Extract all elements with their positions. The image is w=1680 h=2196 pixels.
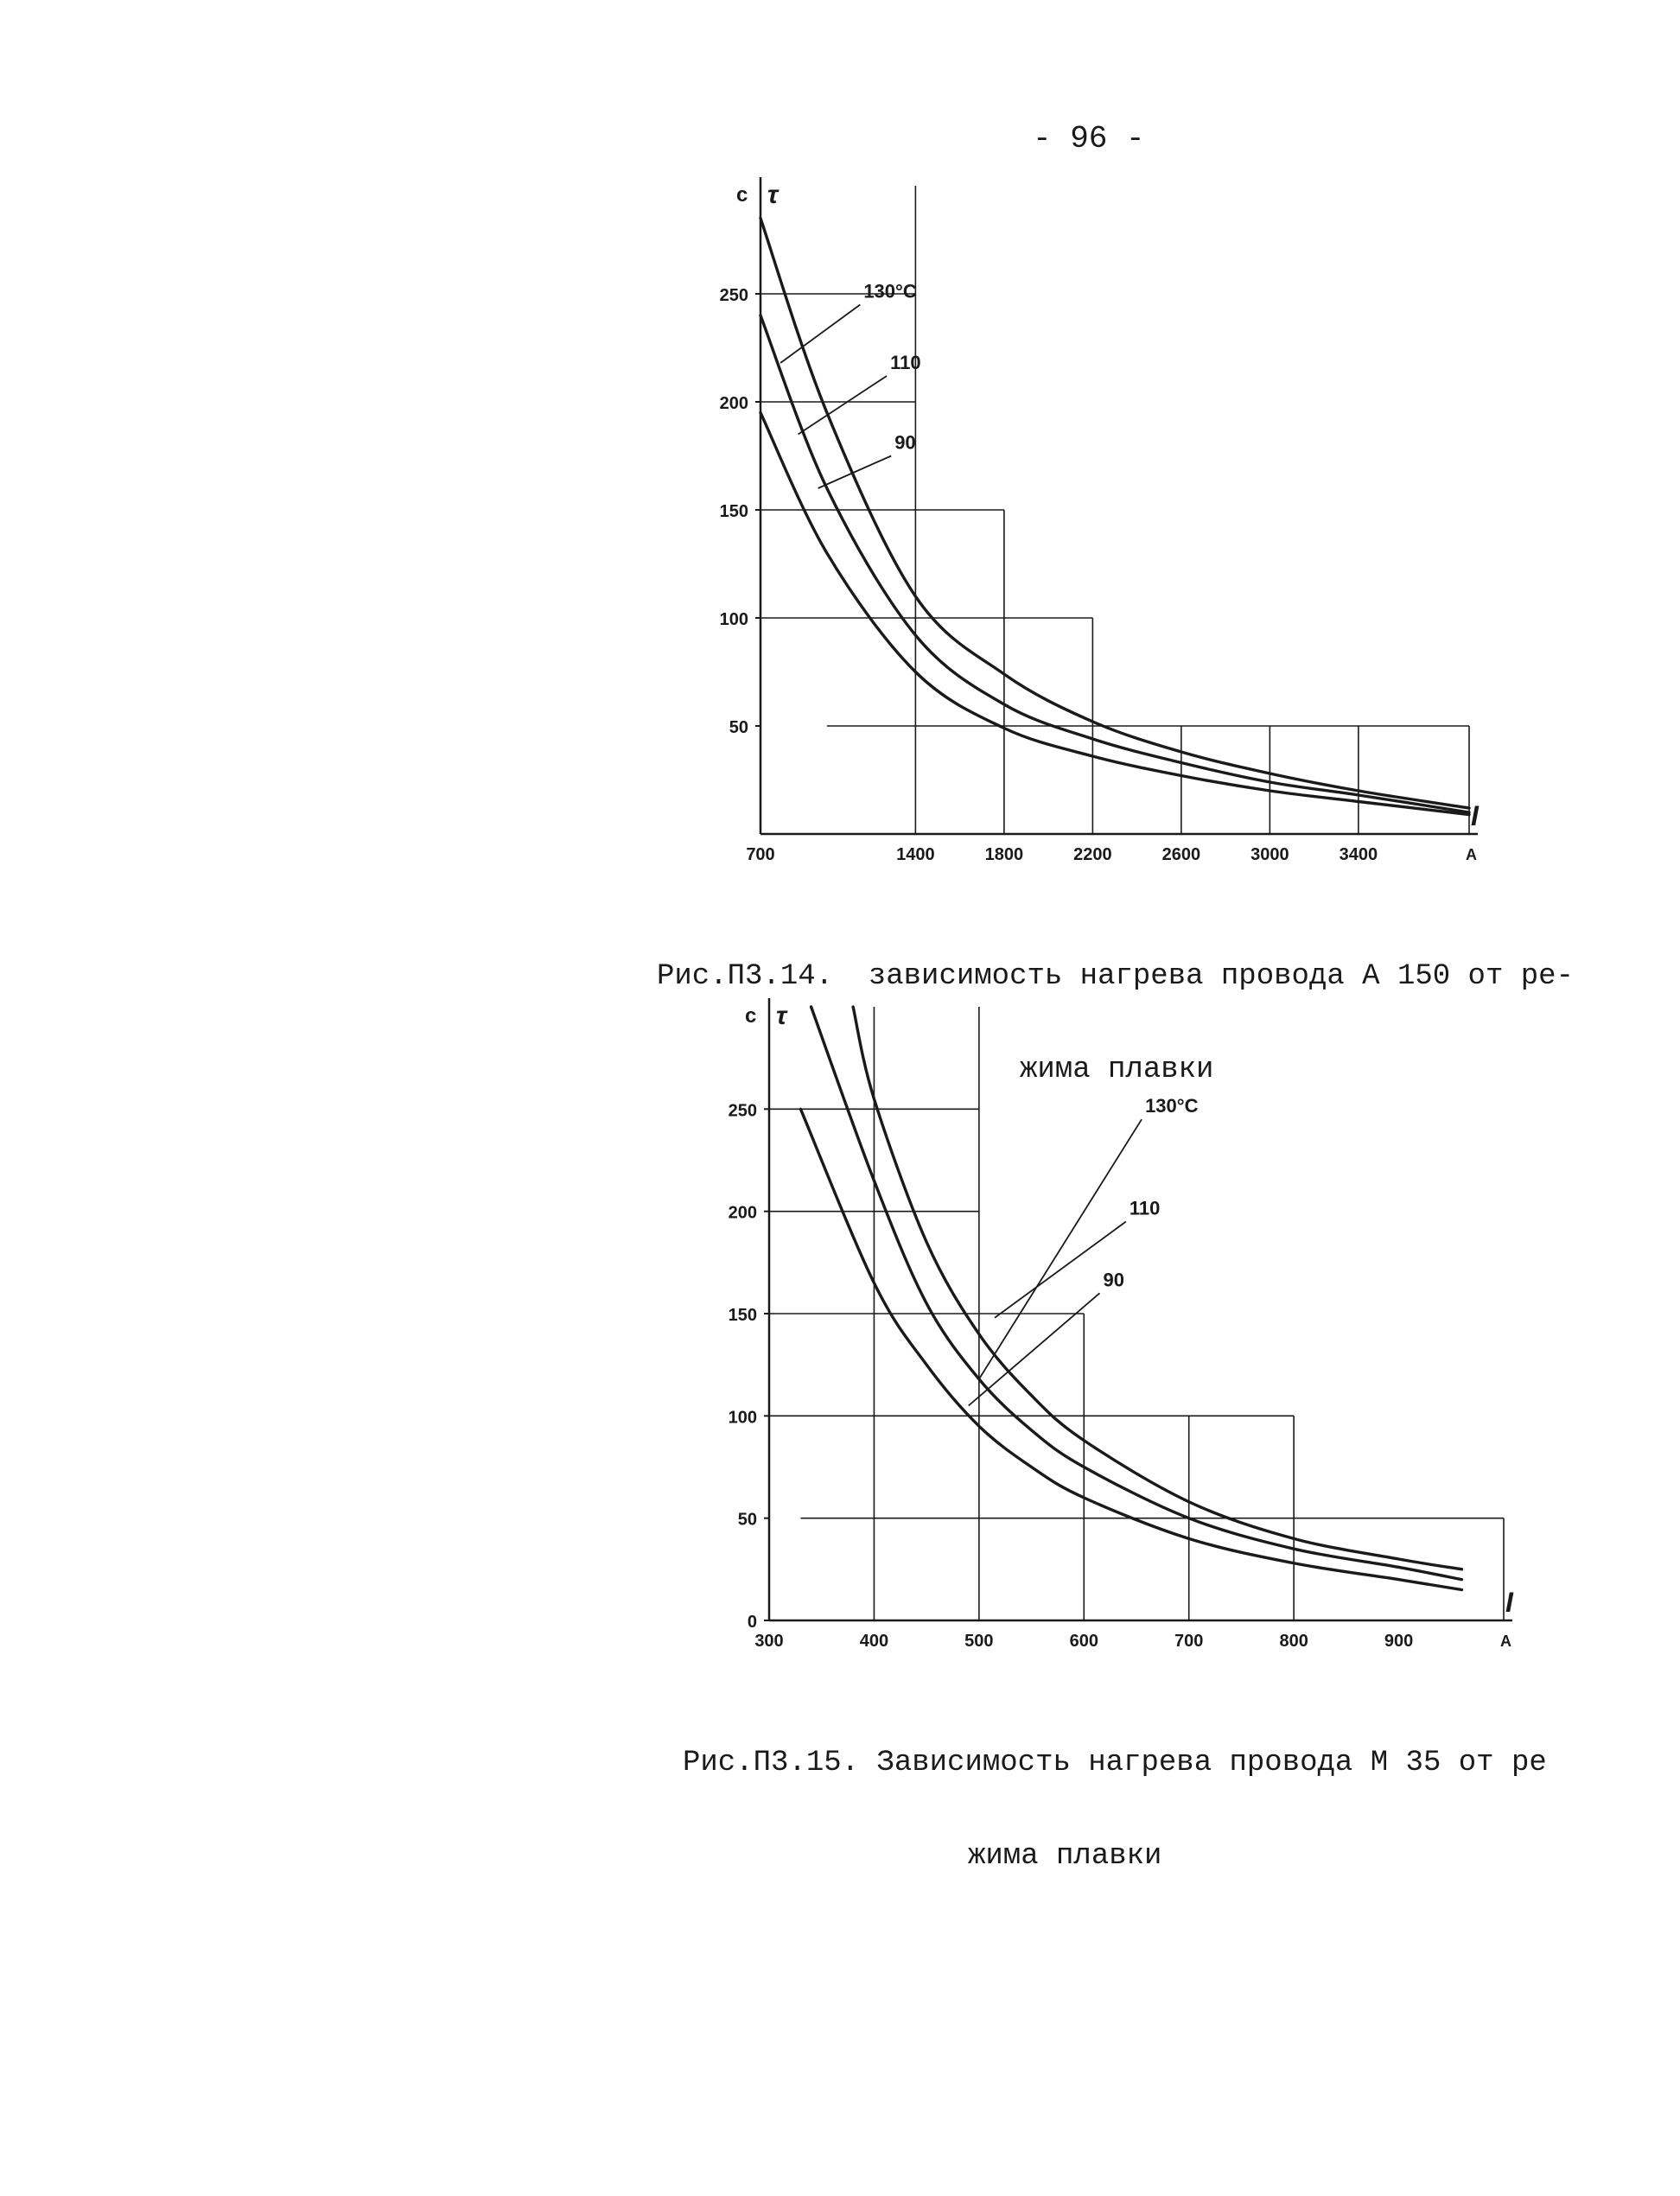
- y-axis-label: τ: [776, 1002, 788, 1030]
- y-tick-label: 100: [720, 610, 748, 629]
- series-leader-line: [798, 375, 888, 436]
- x-axis-label: I: [1471, 800, 1480, 831]
- series-line-0: [851, 1005, 1464, 1571]
- x-tick-label: 600: [1070, 1632, 1098, 1651]
- series-leader-line: [818, 455, 892, 489]
- x-tick-label: 500: [964, 1632, 993, 1651]
- y-tick-label: 0: [748, 1613, 757, 1632]
- x-tick-label: 700: [1174, 1632, 1203, 1651]
- figure-caption-2: Рис.П3.15. Зависимость нагрева провода М…: [683, 1685, 1547, 1903]
- series-leader-line: [978, 1118, 1142, 1380]
- x-tick-label: 400: [860, 1632, 888, 1651]
- y-tick-label: 250: [720, 286, 748, 305]
- y-tick-label: 200: [729, 1204, 757, 1223]
- series-line-2: [759, 411, 1471, 817]
- series-label: 90: [1104, 1269, 1124, 1290]
- series-line-1: [759, 314, 1471, 814]
- series-label: 130°С: [863, 281, 917, 302]
- y-tick-label: 150: [729, 1306, 757, 1325]
- x-unit-label: А: [1466, 846, 1477, 863]
- x-tick-label: 900: [1384, 1632, 1413, 1651]
- x-tick-label: 1800: [985, 845, 1024, 864]
- x-tick-label: 700: [746, 845, 774, 864]
- x-unit-label: А: [1500, 1633, 1511, 1650]
- y-axis-label: τ: [767, 181, 780, 209]
- x-tick-label: 800: [1279, 1632, 1308, 1651]
- x-tick-label: 2600: [1162, 845, 1201, 864]
- x-tick-label: 300: [754, 1632, 783, 1651]
- y-unit-label: с: [736, 183, 748, 207]
- series-line-0: [759, 216, 1471, 810]
- caption-2-line-2: жима плавки: [968, 1840, 1162, 1873]
- series-line-1: [809, 1005, 1464, 1582]
- y-unit-label: с: [745, 1004, 756, 1028]
- y-tick-label: 200: [720, 394, 748, 413]
- y-tick-label: 50: [738, 1511, 757, 1530]
- caption-1-line-1: Рис.П3.14. зависимость нагрева провода А…: [657, 960, 1574, 993]
- series-leader-line: [780, 303, 861, 364]
- series-label: 90: [894, 432, 915, 454]
- figure-caption-1: Рис.П3.14. зависимость нагрева провода А…: [657, 899, 1574, 1117]
- series-leader-line: [994, 1220, 1127, 1319]
- y-tick-label: 250: [729, 1101, 757, 1120]
- series-label: 110: [890, 352, 921, 373]
- caption-2-line-1: Рис.П3.15. Зависимость нагрева провода М…: [683, 1747, 1547, 1779]
- y-tick-label: 150: [720, 502, 748, 521]
- x-tick-label: 2200: [1073, 845, 1112, 864]
- chart-figure-p3-14: 50 100 150 200 250 700 1400 1800 2200 2600 3000 340…: [720, 177, 1480, 864]
- page-number: - 96 -: [1033, 121, 1145, 156]
- y-tick-label: 50: [729, 718, 748, 737]
- x-tick-label: 1400: [896, 845, 935, 864]
- y-tick-label: 100: [729, 1408, 757, 1427]
- x-tick-label: 3000: [1250, 845, 1289, 864]
- series-label: 130°С: [1145, 1095, 1199, 1117]
- x-axis-label: I: [1505, 1587, 1514, 1618]
- series-label: 110: [1130, 1198, 1161, 1219]
- caption-1-line-2: жима плавки: [1020, 1053, 1214, 1086]
- series-leader-line: [968, 1292, 1101, 1407]
- x-tick-label: 3400: [1340, 845, 1378, 864]
- series-line-2: [799, 1107, 1464, 1592]
